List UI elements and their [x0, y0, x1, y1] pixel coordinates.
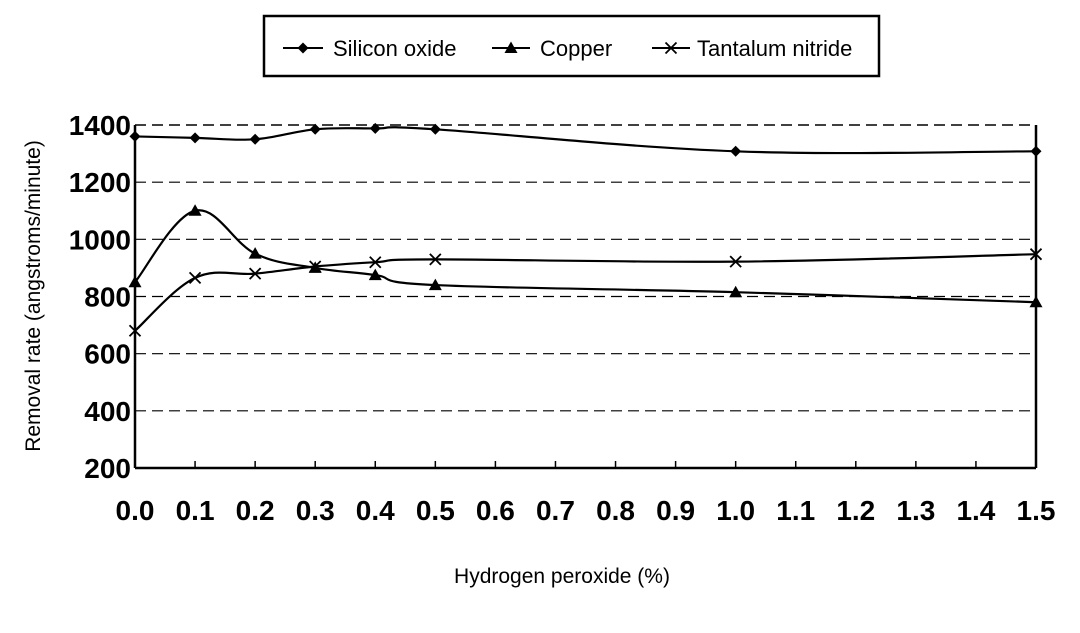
legend-label: Copper — [540, 36, 612, 61]
y-tick-label: 1200 — [69, 167, 131, 198]
legend-label: Silicon oxide — [333, 36, 457, 61]
x-tick-label: 1.2 — [836, 495, 875, 526]
gridlines — [135, 125, 1036, 411]
x-tick-label: 0.5 — [416, 495, 455, 526]
x-tick-label: 0.9 — [656, 495, 695, 526]
x-tick-label: 1.4 — [956, 495, 995, 526]
y-tick-label: 1400 — [69, 110, 131, 141]
x-tick-label: 0.6 — [476, 495, 515, 526]
y-tick-labels: 200 400 600 800 1000 1200 1400 — [69, 110, 131, 484]
x-tick-label: 1.3 — [896, 495, 935, 526]
legend: Silicon oxide Copper Tantalum nitride — [264, 16, 879, 76]
y-tick-label: 400 — [84, 396, 131, 427]
series-silicon-oxide — [130, 123, 1042, 157]
x-tick-label: 0.8 — [596, 495, 635, 526]
series-lines — [129, 123, 1043, 336]
x-tick-label: 1.1 — [776, 495, 815, 526]
x-tick-label: 0.2 — [236, 495, 275, 526]
x-tick-label: 1.0 — [716, 495, 755, 526]
data-point-marker — [250, 134, 261, 145]
y-tick-label: 1000 — [69, 224, 131, 255]
series-tantalum-nitride — [130, 249, 1042, 337]
series-line — [135, 127, 1036, 153]
x-tick-label: 0.0 — [116, 495, 155, 526]
data-point-marker — [730, 146, 741, 157]
data-point-marker — [249, 247, 262, 259]
data-point-marker — [130, 131, 141, 142]
legend-label: Tantalum nitride — [697, 36, 852, 61]
x-tick-labels: 0.0 0.1 0.2 0.3 0.4 0.5 0.6 0.7 0.8 0.9 1.0 1.1 1.2 1… — [116, 495, 1056, 526]
data-point-marker — [1031, 146, 1042, 157]
data-point-marker — [190, 132, 201, 143]
x-tick-label: 0.1 — [176, 495, 215, 526]
x-tick-label: 0.4 — [356, 495, 395, 526]
x-tick-label: 0.7 — [536, 495, 575, 526]
x-tick-label: 1.5 — [1017, 495, 1056, 526]
y-axis-label: Removal rate (angstroms/minute) — [22, 140, 45, 452]
x-tick-label: 0.3 — [296, 495, 335, 526]
data-point-marker — [190, 272, 201, 283]
y-tick-label: 200 — [84, 453, 131, 484]
y-tick-label: 600 — [84, 339, 131, 370]
x-axis-label: Hydrogen peroxide (%) — [454, 565, 670, 588]
series-line — [135, 210, 1036, 302]
series-copper — [129, 204, 1043, 307]
series-line — [135, 254, 1036, 331]
y-tick-label: 800 — [84, 282, 131, 313]
